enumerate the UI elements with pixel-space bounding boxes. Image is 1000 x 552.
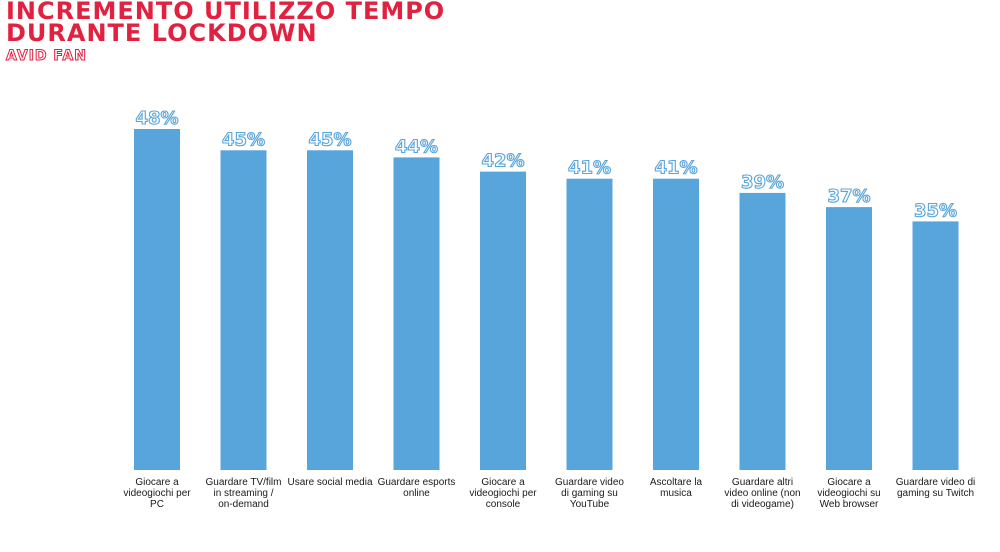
category-label-4: Guardare esports online bbox=[378, 477, 456, 499]
data-label-7: 41% bbox=[654, 158, 697, 179]
bar-5 bbox=[480, 171, 526, 470]
data-label-3: 45% bbox=[308, 129, 351, 150]
category-label-10: Guardare video di gaming su Twitch bbox=[896, 477, 976, 499]
category-label-line: videogiochi per bbox=[123, 488, 191, 499]
chart-subtitle: AVID FAN bbox=[6, 48, 87, 65]
bar-8 bbox=[739, 192, 786, 470]
data-label-5: 42% bbox=[481, 151, 524, 172]
data-label-6: 41% bbox=[568, 158, 611, 179]
bar-2 bbox=[220, 150, 267, 471]
category-label-line: Guardare TV/film bbox=[206, 477, 282, 488]
chart-title-line-2: DURANTE LOCKDOWN bbox=[6, 19, 318, 47]
category-label-line: on-demand bbox=[218, 499, 269, 510]
data-label-1: 48% bbox=[135, 108, 178, 129]
data-label-8: 39% bbox=[741, 172, 784, 193]
category-label-line: Giocare a bbox=[827, 477, 871, 488]
category-label-6: Guardare video di gaming su YouTube bbox=[555, 477, 624, 510]
category-label-line: console bbox=[486, 499, 521, 510]
data-label-9: 37% bbox=[827, 186, 870, 207]
category-label-line: PC bbox=[150, 499, 164, 510]
category-label-line: video online (non bbox=[724, 488, 800, 499]
category-label-line: in streaming / bbox=[213, 488, 273, 499]
category-label-line: online bbox=[403, 488, 430, 499]
category-label-line: Web browser bbox=[820, 499, 879, 510]
bar-10 bbox=[912, 221, 959, 470]
bar-7 bbox=[653, 178, 699, 470]
category-label-line: Guardare video bbox=[555, 477, 624, 488]
bar-4 bbox=[393, 157, 440, 470]
category-label-5: Giocare a videogiochi per console bbox=[469, 477, 537, 510]
category-label-line: Giocare a bbox=[135, 477, 179, 488]
category-label-line: Ascoltare la bbox=[650, 477, 703, 488]
category-label-1: Giocare a videogiochi per PC bbox=[123, 477, 191, 510]
data-label-10: 35% bbox=[914, 200, 957, 221]
category-label-line: Guardare video di bbox=[896, 477, 976, 488]
chart-title: INCREMENTO UTILIZZO TEMPO DURANTE LOCKDO… bbox=[6, 0, 446, 47]
category-label-line: musica bbox=[660, 488, 692, 499]
bar-3 bbox=[307, 150, 353, 471]
category-label-line: Guardare altri bbox=[732, 477, 793, 488]
category-label-line: gaming su Twitch bbox=[897, 488, 974, 499]
category-label-line: di gaming su bbox=[561, 488, 618, 499]
bar-9 bbox=[826, 207, 872, 470]
category-label-7: Ascoltare la musica bbox=[650, 477, 703, 499]
data-label-2: 45% bbox=[222, 129, 265, 150]
category-label-line: Usare social media bbox=[287, 477, 372, 488]
category-label-line: Giocare a bbox=[481, 477, 525, 488]
bar-1 bbox=[134, 129, 180, 470]
category-label-line: YouTube bbox=[570, 499, 610, 510]
category-label-8: Guardare altri video online (non di videog… bbox=[724, 477, 800, 510]
category-label-2: Guardare TV/film in streaming / on-demand bbox=[206, 477, 282, 510]
category-label-line: di videogame) bbox=[731, 499, 794, 510]
data-label-4: 44% bbox=[395, 136, 438, 157]
category-label-9: Giocare a videogiochi su Web browser bbox=[817, 477, 880, 510]
chart-title-line-1: INCREMENTO UTILIZZO TEMPO bbox=[6, 0, 446, 25]
category-label-3: Usare social media bbox=[287, 477, 372, 488]
category-label-line: videogiochi su bbox=[817, 488, 880, 499]
category-label-line: videogiochi per bbox=[469, 488, 537, 499]
bar-6 bbox=[566, 178, 613, 470]
category-label-line: Guardare esports bbox=[378, 477, 456, 488]
